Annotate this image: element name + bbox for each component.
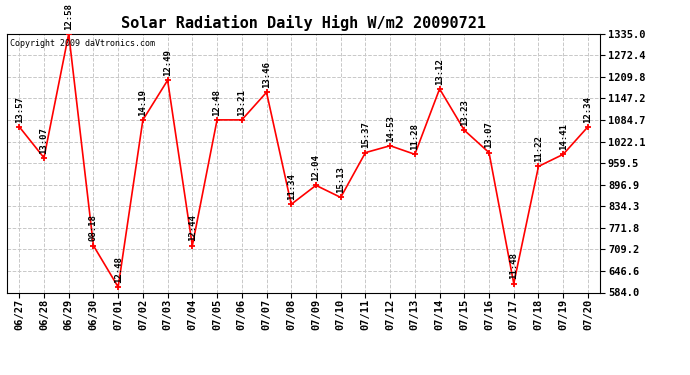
Text: 12:34: 12:34: [584, 96, 593, 123]
Text: 13:46: 13:46: [262, 61, 271, 88]
Text: 11:28: 11:28: [411, 123, 420, 150]
Text: 12:04: 12:04: [311, 154, 320, 181]
Text: 13:23: 13:23: [460, 99, 469, 126]
Text: 14:19: 14:19: [139, 89, 148, 116]
Text: 08:18: 08:18: [89, 214, 98, 242]
Text: 11:48: 11:48: [509, 252, 518, 279]
Text: 13:07: 13:07: [484, 122, 493, 148]
Text: 13:21: 13:21: [237, 89, 246, 116]
Text: 15:37: 15:37: [361, 122, 370, 148]
Text: Copyright 2009 daVtronics.com: Copyright 2009 daVtronics.com: [10, 39, 155, 48]
Text: 14:53: 14:53: [386, 115, 395, 141]
Text: 11:34: 11:34: [287, 173, 296, 200]
Text: 12:58: 12:58: [64, 3, 73, 30]
Text: 12:48: 12:48: [114, 256, 123, 283]
Text: 12:48: 12:48: [213, 89, 221, 116]
Text: 13:57: 13:57: [14, 96, 23, 123]
Text: 14:41: 14:41: [559, 123, 568, 150]
Text: 11:22: 11:22: [534, 135, 543, 162]
Text: 13:12: 13:12: [435, 58, 444, 85]
Text: 12:49: 12:49: [163, 49, 172, 76]
Title: Solar Radiation Daily High W/m2 20090721: Solar Radiation Daily High W/m2 20090721: [121, 15, 486, 31]
Text: 15:13: 15:13: [336, 166, 345, 193]
Text: 12:44: 12:44: [188, 214, 197, 242]
Text: 13:07: 13:07: [39, 127, 48, 154]
